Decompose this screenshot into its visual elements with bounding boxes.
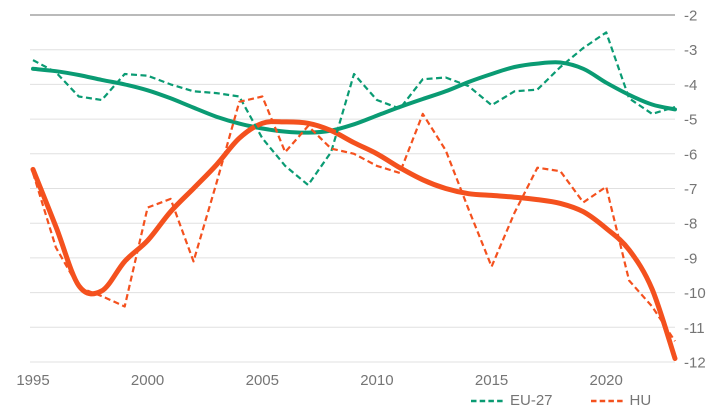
y-tick-label: -4 <box>684 77 697 94</box>
x-tick-label: 2000 <box>131 372 164 389</box>
y-tick-label: -3 <box>684 42 697 59</box>
chart-legend: EU-27 HU <box>470 392 651 410</box>
legend-item-eu27: EU-27 <box>470 392 553 410</box>
legend-label-hu: HU <box>629 392 652 409</box>
y-tick-label: -2 <box>684 8 697 25</box>
legend-label-eu27: EU-27 <box>510 392 553 409</box>
data-line-hu <box>31 95 676 342</box>
hu-dashed-line-icon <box>590 399 624 403</box>
y-tick-label: -5 <box>684 112 697 129</box>
x-tick-label: 1995 <box>16 372 49 389</box>
eu27-dashed-line-icon <box>471 399 504 403</box>
data-line-eu27 <box>32 31 676 187</box>
x-tick-label: 2020 <box>590 372 623 389</box>
y-tick-label: -9 <box>684 250 697 267</box>
y-tick-label: -12 <box>684 355 706 372</box>
trend-line-eu27 <box>31 60 677 135</box>
x-tick-label: 2010 <box>360 372 393 389</box>
x-tick-label: 2015 <box>475 372 508 389</box>
y-tick-label: -11 <box>684 320 705 337</box>
x-tick-label: 2005 <box>246 372 279 389</box>
y-tick-label: -8 <box>684 216 697 233</box>
legend-item-hu: HU <box>590 392 652 410</box>
y-tick-label: -10 <box>684 285 706 302</box>
y-tick-label: -6 <box>684 146 697 163</box>
y-tick-label: -7 <box>684 181 697 198</box>
trend-line-hu <box>30 119 678 361</box>
